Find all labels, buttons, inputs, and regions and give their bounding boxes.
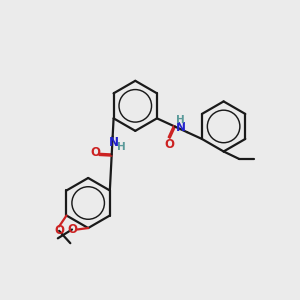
Text: O: O <box>54 224 64 237</box>
Text: H: H <box>176 115 185 125</box>
Text: O: O <box>91 146 101 159</box>
Text: H: H <box>117 142 126 152</box>
Text: N: N <box>109 136 119 149</box>
Text: O: O <box>165 138 175 151</box>
Text: O: O <box>67 223 77 236</box>
Text: N: N <box>176 121 186 134</box>
